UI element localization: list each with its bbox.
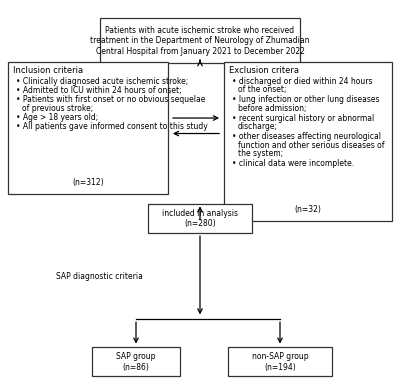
Bar <box>92 348 180 376</box>
Text: before admission;: before admission; <box>238 104 306 113</box>
Text: SAP diagnostic criteria: SAP diagnostic criteria <box>56 272 143 281</box>
Text: • discharged or died within 24 hours: • discharged or died within 24 hours <box>232 77 372 86</box>
Text: • recent surgical history or abnormal: • recent surgical history or abnormal <box>232 114 374 123</box>
Text: (n=312): (n=312) <box>72 178 104 187</box>
Text: SAP group
(n=86): SAP group (n=86) <box>116 352 156 372</box>
Text: • Age > 18 years old;: • Age > 18 years old; <box>16 113 98 122</box>
Text: (n=32): (n=32) <box>294 205 322 214</box>
Text: of previous stroke;: of previous stroke; <box>22 104 93 113</box>
Bar <box>224 62 392 221</box>
Text: • lung infection or other lung diseases: • lung infection or other lung diseases <box>232 95 380 104</box>
Bar <box>148 204 252 233</box>
Text: discharge;: discharge; <box>238 122 278 131</box>
Text: • Patients with first onset or no obvious sequelae: • Patients with first onset or no obviou… <box>16 95 205 104</box>
Text: the system;: the system; <box>238 149 283 158</box>
Text: • Clinically diagnosed acute ischemic stroke;: • Clinically diagnosed acute ischemic st… <box>16 77 188 86</box>
Text: • clinical data were incomplete.: • clinical data were incomplete. <box>232 159 354 168</box>
Bar <box>8 62 168 194</box>
Text: • All patients gave informed consent to this study: • All patients gave informed consent to … <box>16 122 208 131</box>
Text: • Admitted to ICU within 24 hours of onset;: • Admitted to ICU within 24 hours of ons… <box>16 86 182 95</box>
Text: function and other serious diseases of: function and other serious diseases of <box>238 141 384 150</box>
Text: included in analysis
(n=280): included in analysis (n=280) <box>162 209 238 228</box>
Text: of the onset;: of the onset; <box>238 85 286 94</box>
Bar <box>100 18 300 63</box>
Text: • other diseases affecting neurological: • other diseases affecting neurological <box>232 132 381 141</box>
Text: non-SAP group
(n=194): non-SAP group (n=194) <box>252 352 308 372</box>
Text: Exclusion critera: Exclusion critera <box>229 66 299 75</box>
Bar <box>228 348 332 376</box>
Text: Patients with acute ischemic stroke who received
treatment in the Department of : Patients with acute ischemic stroke who … <box>90 26 310 56</box>
Text: Inclusion criteria: Inclusion criteria <box>13 66 83 75</box>
